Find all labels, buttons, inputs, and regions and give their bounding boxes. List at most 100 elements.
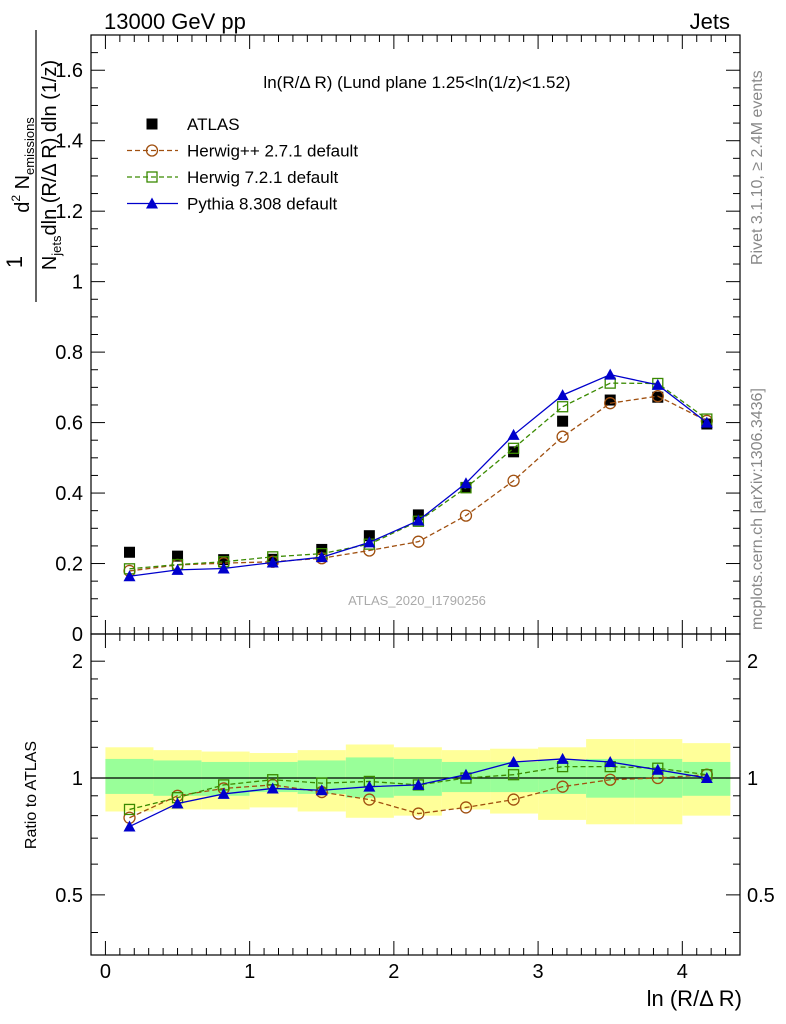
series-3-ratio-point	[507, 755, 520, 767]
y-tick-label: 1.2	[55, 201, 83, 223]
series-3-point	[459, 477, 472, 489]
mcplots-label: mcplots.cern.ch [arXiv:1306.3436]	[749, 388, 766, 630]
x-tick-label: 1	[244, 961, 255, 983]
series-3-ratio-point	[412, 778, 425, 790]
series-3-point	[651, 378, 664, 390]
ylabel-main-one: 1	[2, 256, 27, 268]
ratio-y-tick-label: 2	[72, 651, 83, 673]
series-0-point	[172, 550, 184, 562]
ylabel-ratio: Ratio to ATLAS	[23, 741, 40, 849]
series-3-point	[700, 416, 713, 428]
series-3-main-line	[129, 373, 708, 577]
y-tick-label: 0.6	[55, 413, 83, 435]
ylabel-main-denominator: Njetsdln (R/Δ R) dln (1/z)	[39, 60, 64, 270]
series-1-point	[412, 535, 425, 548]
series-3-ratio-point	[459, 768, 472, 780]
series-3-point	[507, 428, 520, 440]
ylabel-main-numerator: d2 Nemissions	[9, 117, 37, 213]
header-energy: 13000 GeV pp	[104, 9, 246, 34]
series-1-point	[651, 390, 664, 403]
series-3-ratio-point	[266, 782, 279, 794]
series-1-ratio-point	[363, 793, 376, 806]
series-0-point	[604, 394, 616, 406]
ratio-y-tick-label-right: 0.5	[747, 885, 775, 907]
legend-marker	[145, 144, 159, 157]
series-3-point	[315, 551, 328, 563]
series-1-point	[507, 474, 520, 487]
series-0-point	[652, 391, 664, 403]
x-tick-label: 4	[677, 961, 688, 983]
legend-marker	[146, 171, 158, 183]
series-2-main-line	[129, 382, 708, 570]
legend-marker	[146, 118, 158, 130]
series-1-point	[556, 430, 569, 443]
series-layer	[123, 368, 713, 832]
ratio-band-inner	[490, 761, 539, 793]
series-0-point	[363, 530, 375, 542]
ratio-y-tick-label: 0.5	[55, 885, 83, 907]
xlabel: ln (R/Δ R)	[647, 986, 742, 1011]
series-3-ratio-point	[604, 755, 617, 767]
y-tick-label: 0.8	[55, 342, 83, 364]
legend-label: Herwig++ 2.7.1 default	[187, 142, 358, 161]
series-1-ratio-point	[604, 773, 617, 786]
series-1-ratio-point	[412, 807, 425, 820]
series-3-ratio-point	[651, 763, 664, 775]
series-3-point	[556, 389, 569, 401]
series-2-point	[507, 442, 520, 454]
axes: 0 1 2 3 4 0 0.2 0.4 0.6 0.8 1 1.2 1.4 1.6 0.5 0.5 1 1 2 2	[55, 34, 775, 983]
y-tick-label: 1	[72, 272, 83, 294]
series-1-point	[604, 397, 617, 410]
series-2-ratio-point	[507, 769, 520, 781]
legend-label: Herwig 7.2.1 default	[187, 168, 338, 187]
series-0-point	[124, 546, 136, 558]
series-3-ratio-point	[315, 784, 328, 796]
ratio-band-inner	[105, 758, 154, 794]
series-3-point	[171, 563, 184, 575]
legend: ATLAS Herwig++ 2.7.1 default Herwig 7.2.1 …	[127, 115, 358, 214]
series-2-point	[556, 401, 569, 413]
series-3-ratio-point	[363, 780, 376, 792]
series-3-ratio-point	[556, 752, 569, 764]
series-3-point	[604, 368, 617, 380]
series-3-point	[363, 536, 376, 548]
series-0-point	[218, 554, 230, 566]
series-3-ratio-point	[123, 820, 136, 832]
ratio-y-tick-label: 1	[72, 768, 83, 790]
series-1-point	[459, 509, 473, 522]
ratio-y-tick-label-right: 2	[747, 651, 758, 673]
series-1-ratio-point	[507, 793, 520, 806]
series-3-ratio-point	[700, 772, 713, 784]
series-1-ratio-point	[556, 780, 569, 793]
series-3-ratio-point	[217, 787, 230, 799]
y-tick-label: 0.2	[55, 554, 83, 576]
series-0-point	[508, 446, 520, 458]
x-tick-label: 0	[100, 961, 111, 983]
series-1-main-line	[129, 395, 708, 572]
series-0-point	[316, 543, 328, 555]
series-3-ratio-point	[171, 797, 184, 809]
legend-label: Pythia 8.308 default	[187, 195, 338, 214]
series-3-point	[217, 562, 230, 574]
y-tick-label: 0.4	[55, 483, 83, 505]
x-tick-label: 3	[533, 961, 544, 983]
y-tick-label: 0	[72, 624, 83, 646]
series-2-ratio-point	[123, 803, 136, 816]
header-process: Jets	[690, 9, 730, 34]
ratio-frame	[90, 633, 741, 956]
plot-title: ln(R/Δ R) (Lund plane 1.25<ln(1/z)<1.52)	[263, 73, 570, 92]
ratio-y-tick-label-right: 1	[747, 768, 758, 790]
series-1-ratio-point	[459, 801, 473, 814]
y-tick-label: 1.6	[55, 60, 83, 82]
ratio-band-inner	[538, 760, 587, 794]
y-tick-label: 1.4	[55, 131, 83, 153]
ylabel-main: 1 d2 Nemissions Njetsdln (R/Δ R) dln (1/…	[2, 30, 64, 302]
watermark: ATLAS_2020_I1790256	[348, 593, 486, 608]
series-3-point	[266, 556, 279, 568]
rivet-label: Rivet 3.1.10, ≥ 2.4M events	[749, 70, 766, 265]
series-3-point	[123, 570, 136, 582]
legend-label: ATLAS	[187, 115, 240, 134]
x-tick-label: 2	[388, 961, 399, 983]
series-0-point	[557, 415, 569, 427]
